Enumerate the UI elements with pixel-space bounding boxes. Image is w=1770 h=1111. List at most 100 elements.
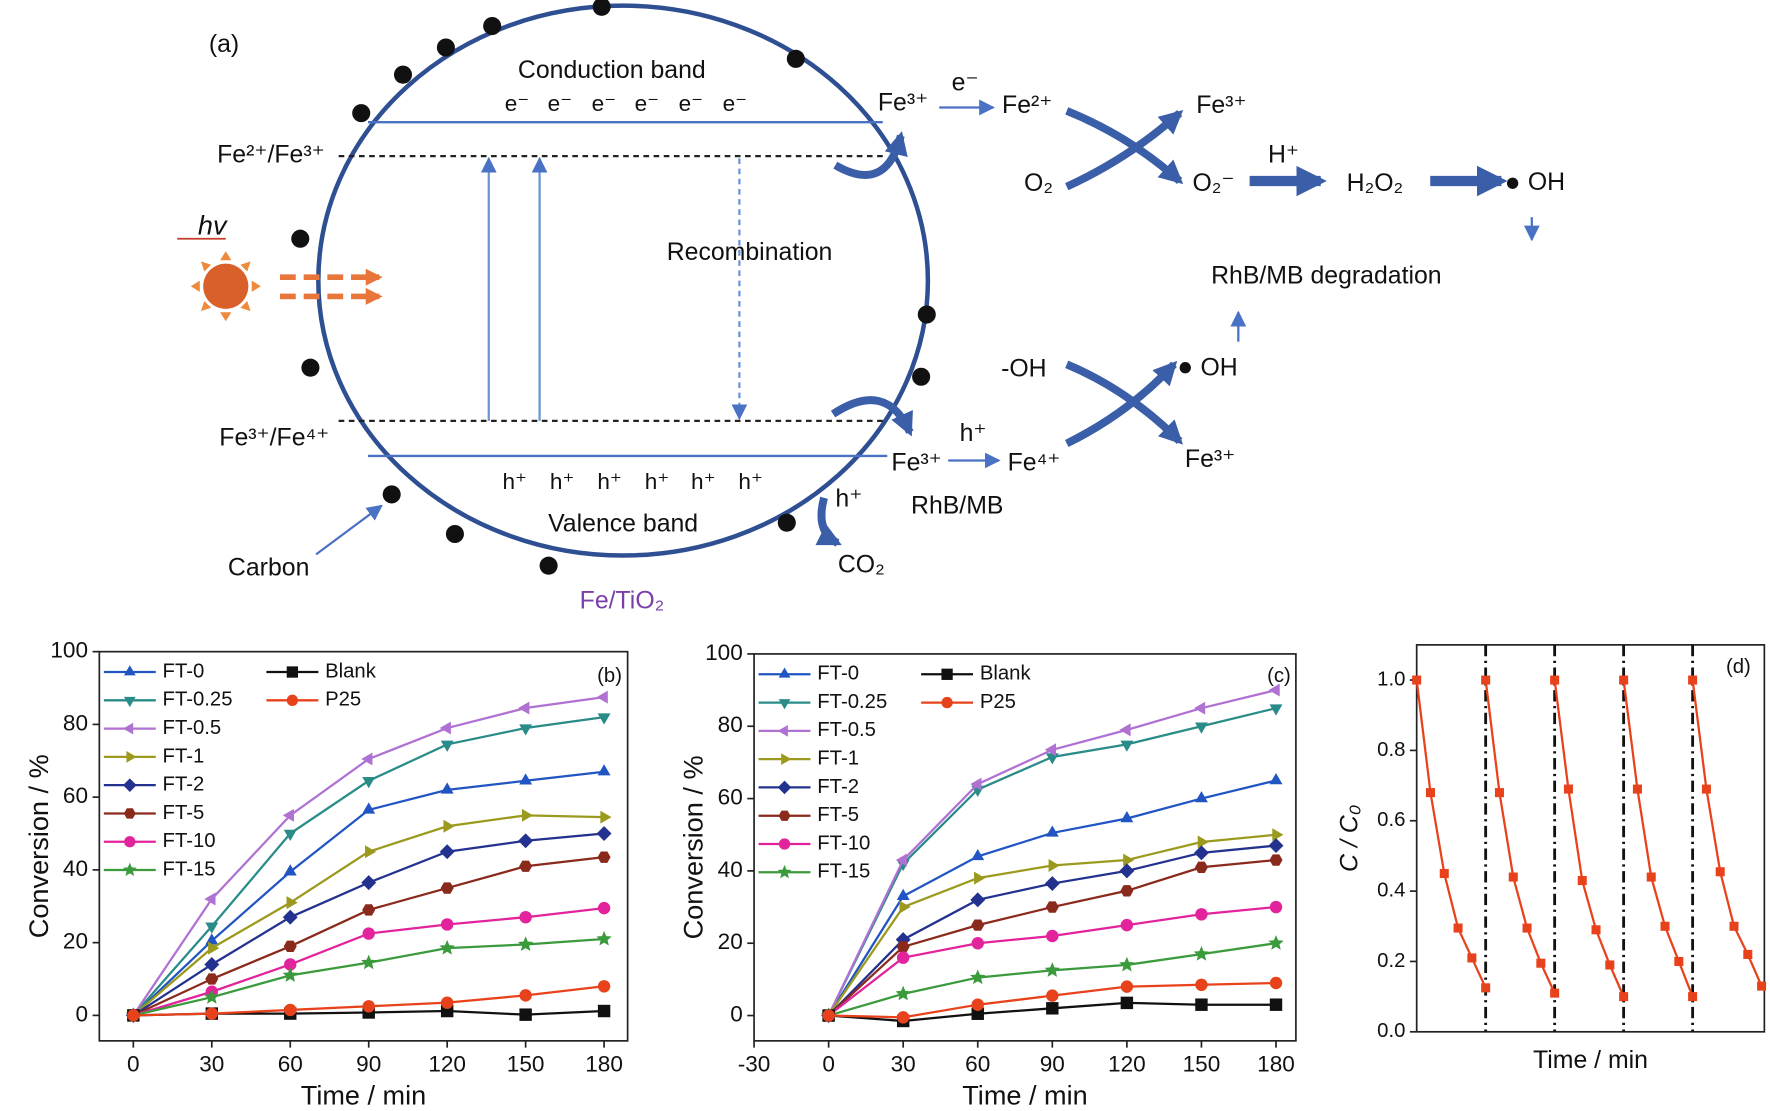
- legend-label: FT-0: [163, 660, 205, 682]
- diagram-label: RhB/MB: [911, 491, 1003, 519]
- hole-label: h⁺: [738, 469, 762, 494]
- marker: [1045, 901, 1059, 913]
- marker: [439, 721, 451, 735]
- x-tick-label: 0: [127, 1052, 140, 1077]
- legend-label: FT-0.25: [163, 689, 233, 711]
- marker: [439, 940, 455, 955]
- electron-label: e⁻: [723, 91, 747, 116]
- marker: [1193, 945, 1210, 961]
- marker: [208, 941, 220, 955]
- marker: [283, 864, 297, 876]
- diagram-label: h⁺: [960, 419, 987, 447]
- marker: [1046, 1002, 1059, 1015]
- marker: [283, 940, 297, 952]
- x-tick-label: 0: [822, 1052, 835, 1077]
- particle-outline: [316, 3, 931, 558]
- carbon-dot: [291, 229, 310, 248]
- diagram-label: Conduction band: [518, 56, 706, 84]
- series-line: [1484, 679, 1556, 994]
- electron-label: e⁻: [635, 91, 659, 116]
- marker: [597, 1004, 611, 1018]
- marker: [122, 862, 137, 876]
- marker: [1046, 929, 1059, 943]
- legend-label: FT-2: [163, 774, 205, 796]
- marker: [519, 989, 532, 1002]
- marker: [283, 829, 297, 841]
- curved-arrow: [815, 496, 842, 547]
- curved-arrow: [1065, 109, 1184, 191]
- marker: [896, 951, 910, 964]
- carbon-dot: [539, 556, 558, 575]
- diagram-label: Carbon: [228, 554, 309, 582]
- marker: [1272, 828, 1284, 842]
- marker: [1701, 784, 1711, 794]
- marker: [1269, 854, 1283, 866]
- marker: [1120, 980, 1134, 993]
- marker: [1269, 998, 1283, 1011]
- electron-label: e⁻: [548, 91, 572, 116]
- series-line: [1415, 679, 1487, 989]
- marker: [1439, 868, 1449, 879]
- marker: [1044, 743, 1057, 757]
- marker: [971, 848, 985, 861]
- marker: [1195, 908, 1208, 921]
- legend-label: FT-5: [163, 802, 205, 824]
- marker: [362, 802, 376, 814]
- marker: [1425, 788, 1435, 798]
- carbon-dot: [445, 524, 464, 544]
- x-tick-label: 120: [1108, 1052, 1146, 1077]
- electron-label: e⁻: [592, 91, 616, 116]
- marker: [1044, 962, 1060, 977]
- marker: [777, 864, 792, 879]
- y-axis-label: Conversion / %: [678, 755, 709, 939]
- sun-core: [203, 263, 249, 309]
- legend-label: FT-10: [163, 830, 216, 852]
- marker: [1494, 788, 1504, 798]
- curved-arrow: [1065, 107, 1184, 185]
- marker: [970, 777, 982, 791]
- marker: [971, 998, 984, 1011]
- marker: [282, 808, 294, 822]
- marker: [126, 751, 137, 763]
- marker: [1123, 853, 1135, 867]
- marker: [1046, 989, 1059, 1002]
- marker: [970, 969, 986, 985]
- panel-label: (d): [1726, 656, 1751, 678]
- marker: [596, 690, 608, 704]
- y-tick-label: 20: [718, 929, 743, 954]
- y-tick-label: 80: [718, 712, 743, 737]
- electron-label: e⁻: [505, 91, 529, 116]
- marker: [440, 882, 454, 894]
- marker: [1194, 861, 1208, 873]
- diagram-label: H⁺: [1268, 141, 1299, 169]
- marker: [1481, 983, 1491, 993]
- carbon-pointer: [315, 504, 383, 556]
- marker: [362, 927, 375, 940]
- x-axis-label: Time / min: [962, 1080, 1087, 1111]
- x-tick-label: 30: [891, 1052, 916, 1077]
- series-line: [1691, 679, 1763, 987]
- curved-arrow: [833, 131, 908, 179]
- marker: [443, 819, 455, 833]
- marker: [597, 851, 611, 863]
- marker: [895, 985, 911, 1001]
- marker: [1045, 825, 1059, 837]
- marker: [777, 780, 792, 795]
- marker: [204, 957, 220, 972]
- hole-label: h⁺: [597, 469, 621, 494]
- carbon-dot: [483, 16, 502, 36]
- marker: [123, 778, 137, 792]
- marker: [1269, 704, 1283, 716]
- marker: [440, 740, 454, 752]
- y-tick-label: 0.0: [1377, 1020, 1405, 1042]
- legend-label: FT-5: [817, 804, 859, 826]
- ray: [200, 261, 212, 272]
- marker: [1646, 872, 1656, 882]
- y-tick-label: 100: [705, 640, 743, 665]
- marker: [1481, 675, 1491, 685]
- diagram-label: Fe⁴⁺: [1008, 448, 1061, 476]
- plot-frame: [98, 650, 629, 1042]
- marker: [440, 918, 454, 931]
- diagram-label: OH: [1201, 353, 1238, 381]
